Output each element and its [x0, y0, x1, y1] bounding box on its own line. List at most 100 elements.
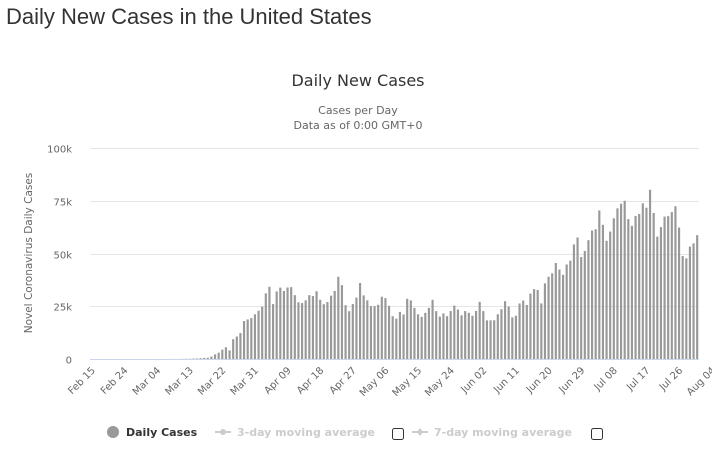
bar[interactable]: [406, 298, 409, 359]
bar[interactable]: [685, 258, 688, 359]
bar[interactable]: [572, 244, 576, 359]
bar[interactable]: [300, 303, 304, 359]
bar[interactable]: [453, 305, 456, 359]
bar[interactable]: [667, 216, 670, 359]
legend-item-3day-average[interactable]: 3-day moving average: [215, 426, 375, 439]
bar[interactable]: [275, 291, 278, 359]
bar[interactable]: [413, 307, 416, 359]
bar[interactable]: [464, 311, 467, 359]
bar[interactable]: [264, 293, 267, 359]
bar[interactable]: [213, 354, 217, 359]
checkbox-7day-average[interactable]: [591, 428, 603, 440]
bar[interactable]: [239, 333, 242, 359]
bar[interactable]: [435, 311, 438, 359]
bar[interactable]: [398, 311, 402, 359]
bar[interactable]: [387, 305, 391, 359]
bar[interactable]: [344, 305, 347, 359]
bar[interactable]: [612, 218, 615, 359]
bar[interactable]: [395, 318, 398, 359]
bar[interactable]: [250, 318, 253, 359]
bar[interactable]: [503, 301, 507, 359]
bar[interactable]: [271, 304, 275, 359]
bar[interactable]: [547, 276, 550, 359]
bar[interactable]: [373, 306, 376, 359]
bar[interactable]: [391, 316, 394, 359]
bar[interactable]: [456, 309, 460, 359]
bar[interactable]: [228, 350, 231, 359]
bar[interactable]: [420, 316, 423, 359]
bar[interactable]: [195, 358, 199, 360]
bar[interactable]: [619, 203, 623, 359]
legend-item-7day-average[interactable]: 7-day moving average: [412, 426, 572, 439]
bar[interactable]: [681, 256, 684, 359]
bar[interactable]: [329, 295, 333, 359]
legend-item-daily-cases[interactable]: Daily Cases: [107, 426, 198, 439]
bar[interactable]: [192, 358, 195, 360]
bar[interactable]: [554, 263, 557, 359]
bar[interactable]: [627, 219, 630, 359]
bar[interactable]: [358, 283, 362, 359]
bar[interactable]: [221, 349, 224, 359]
bar[interactable]: [482, 311, 485, 359]
bar[interactable]: [587, 240, 590, 359]
bar[interactable]: [206, 357, 209, 359]
bar[interactable]: [348, 311, 351, 359]
bar[interactable]: [583, 250, 586, 359]
bar[interactable]: [286, 287, 289, 359]
bar[interactable]: [384, 298, 387, 359]
bar[interactable]: [551, 273, 554, 359]
bar[interactable]: [580, 257, 583, 359]
bar[interactable]: [377, 304, 380, 359]
bar[interactable]: [311, 296, 315, 359]
bar[interactable]: [235, 336, 238, 359]
bar[interactable]: [471, 315, 474, 359]
bar[interactable]: [409, 300, 412, 359]
bar[interactable]: [246, 319, 249, 359]
bar[interactable]: [442, 313, 445, 359]
bar[interactable]: [268, 286, 271, 359]
bar[interactable]: [590, 230, 594, 360]
bar[interactable]: [525, 305, 528, 359]
bar[interactable]: [638, 214, 641, 359]
bar[interactable]: [609, 231, 612, 359]
bar[interactable]: [645, 207, 648, 359]
bar[interactable]: [315, 291, 318, 359]
bar[interactable]: [569, 260, 572, 359]
bar[interactable]: [634, 215, 637, 359]
bar[interactable]: [536, 290, 539, 359]
bar[interactable]: [279, 287, 282, 359]
bar[interactable]: [561, 274, 565, 359]
bar[interactable]: [304, 300, 307, 359]
bar[interactable]: [416, 314, 420, 359]
bar[interactable]: [199, 358, 202, 359]
bar[interactable]: [485, 320, 489, 359]
bar[interactable]: [630, 225, 634, 359]
bar[interactable]: [605, 240, 608, 359]
bar[interactable]: [493, 320, 496, 359]
bar[interactable]: [290, 287, 293, 359]
bar[interactable]: [224, 347, 228, 359]
bar[interactable]: [424, 312, 427, 359]
bar[interactable]: [670, 212, 673, 359]
bar[interactable]: [203, 357, 206, 359]
bar[interactable]: [337, 276, 340, 359]
bar[interactable]: [210, 356, 213, 359]
bar[interactable]: [257, 310, 260, 359]
bar[interactable]: [656, 236, 659, 359]
bar[interactable]: [253, 314, 257, 359]
bar[interactable]: [522, 300, 525, 359]
bar[interactable]: [427, 307, 431, 359]
bar[interactable]: [511, 317, 514, 359]
bar[interactable]: [696, 235, 699, 359]
bar[interactable]: [333, 290, 336, 359]
bar[interactable]: [474, 310, 478, 359]
bar[interactable]: [282, 291, 286, 359]
bar[interactable]: [261, 306, 264, 359]
bar[interactable]: [489, 320, 492, 359]
bar[interactable]: [326, 302, 329, 359]
bar[interactable]: [319, 299, 322, 359]
bar[interactable]: [500, 309, 503, 359]
bar[interactable]: [496, 314, 499, 359]
bar[interactable]: [532, 289, 536, 359]
bar[interactable]: [558, 269, 561, 359]
